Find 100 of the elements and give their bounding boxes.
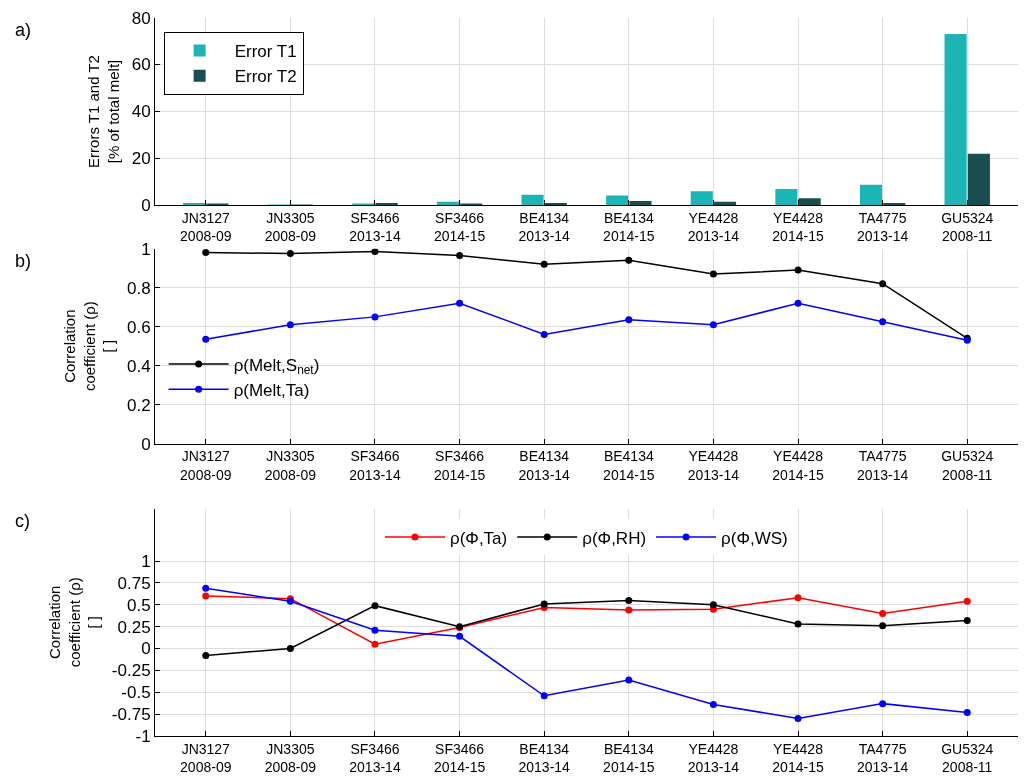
- legend-label: ρ(Φ,RH): [582, 528, 647, 548]
- point: [371, 640, 379, 648]
- point: [625, 256, 633, 264]
- bar: [521, 194, 544, 206]
- y-tick-label: 0.2: [126, 395, 151, 415]
- point: [202, 249, 210, 257]
- x-tick-label: YE4428 2014-15: [772, 448, 824, 483]
- y-tick-label: 0.4: [126, 356, 151, 376]
- point: [794, 266, 802, 274]
- y-tick-label: 0: [141, 434, 151, 454]
- x-tick-label: BE4134 2014-15: [603, 740, 655, 775]
- point: [286, 250, 294, 258]
- bar: [352, 203, 375, 206]
- x-tick-label: TA4775 2013-14: [856, 210, 909, 245]
- x-tick-label: YE4428 2014-15: [772, 210, 824, 245]
- x-tick-label: TA4775 2013-14: [856, 740, 909, 775]
- legend-label: Error T1: [234, 42, 297, 62]
- point: [879, 622, 887, 630]
- x-tick-label: GU5324 2008-11: [941, 210, 994, 245]
- point: [456, 632, 464, 640]
- x-tick-label: YE4428 2013-14: [687, 740, 740, 775]
- y-tick-label: 40: [131, 102, 151, 122]
- point: [540, 330, 548, 338]
- point: [794, 299, 802, 307]
- bar: [606, 195, 629, 206]
- x-tick-label: JN3127 2008-09: [180, 210, 232, 245]
- point: [879, 280, 887, 288]
- bar: [690, 191, 713, 206]
- x-tick-label: SF3466 2014-15: [433, 740, 486, 775]
- point: [202, 652, 210, 660]
- point: [963, 597, 971, 605]
- x-tick-label: GU5324 2008-11: [941, 448, 994, 483]
- legend-label: ρ(Φ,Ta): [450, 528, 508, 548]
- x-tick-label: BE4134 2013-14: [518, 448, 571, 483]
- bar: [798, 198, 821, 206]
- point: [709, 321, 717, 329]
- point: [456, 299, 464, 307]
- point: [371, 602, 379, 610]
- point: [625, 596, 633, 604]
- point: [794, 594, 802, 602]
- legend-label: ρ(Φ,WS): [721, 528, 788, 548]
- x-tick-label: JN3127 2008-09: [180, 448, 232, 483]
- y-axis-title: Correlation coefficient (ρ) [ ]: [61, 301, 118, 392]
- point: [879, 700, 887, 708]
- bar: [944, 34, 967, 206]
- bar: [859, 184, 883, 206]
- point: [202, 584, 210, 592]
- y-tick-label: 1: [141, 239, 151, 259]
- point: [371, 313, 379, 321]
- x-tick-label: JN3305 2008-09: [264, 210, 317, 245]
- legend-label: ρ(Melt,S$_{net}$): [233, 355, 320, 378]
- point: [709, 270, 717, 278]
- y-tick-label: -1: [135, 726, 151, 746]
- y-tick-label: 0.8: [126, 278, 151, 298]
- y-tick-label: 60: [131, 55, 151, 75]
- text: b): [15, 251, 32, 271]
- x-tick-label: SF3466 2014-15: [433, 448, 486, 483]
- x-tick-label: JN3305 2008-09: [264, 448, 317, 483]
- point: [963, 708, 971, 716]
- x-tick-label: TA4775 2013-14: [856, 448, 909, 483]
- point: [371, 248, 379, 256]
- point: [879, 318, 887, 326]
- point: [540, 260, 548, 268]
- y-axis-title: Correlation coefficient (ρ) [ ]: [46, 577, 103, 668]
- point: [456, 251, 464, 259]
- legend-label: ρ(Melt,Ta): [233, 380, 310, 400]
- point: [879, 610, 887, 618]
- x-tick-label: JN3305 2008-09: [264, 740, 317, 775]
- point: [286, 321, 294, 329]
- y-tick-label: 0.75: [117, 573, 151, 593]
- x-tick-label: YE4428 2013-14: [687, 448, 740, 483]
- y-tick-label: 0.6: [126, 317, 151, 337]
- y-tick-label: 1: [141, 552, 151, 571]
- point: [202, 335, 210, 343]
- y-tick-label: 80: [131, 8, 151, 28]
- bar: [775, 188, 798, 206]
- x-tick-label: SF3466 2013-14: [349, 740, 401, 775]
- point: [709, 601, 717, 609]
- x-tick-label: BE4134 2013-14: [518, 210, 571, 245]
- point: [540, 692, 548, 700]
- point: [202, 592, 210, 600]
- y-tick-label: -0.5: [121, 683, 151, 703]
- text: a): [15, 20, 32, 40]
- x-tick-label: BE4134 2013-14: [518, 740, 571, 775]
- y-tick-label: -0.25: [111, 661, 151, 681]
- x-tick-label: GU5324 2008-11: [941, 740, 994, 775]
- point: [625, 606, 633, 614]
- x-tick-label: SF3466 2013-14: [349, 448, 401, 483]
- point: [963, 617, 971, 625]
- x-tick-label: JN3127 2008-09: [180, 740, 232, 775]
- x-tick-label: YE4428 2013-14: [687, 210, 740, 245]
- point: [709, 701, 717, 709]
- bar: [967, 153, 990, 206]
- x-tick-label: YE4428 2014-15: [772, 740, 824, 775]
- y-tick-label: -0.75: [111, 705, 151, 725]
- y-tick-label: 20: [131, 149, 151, 169]
- y-tick-label: 0.25: [117, 617, 151, 637]
- x-tick-label: SF3466 2014-15: [433, 210, 486, 245]
- y-tick-label: 0: [141, 196, 151, 216]
- y-axis-title: Errors T1 and T2 [% of total melt]: [85, 55, 122, 168]
